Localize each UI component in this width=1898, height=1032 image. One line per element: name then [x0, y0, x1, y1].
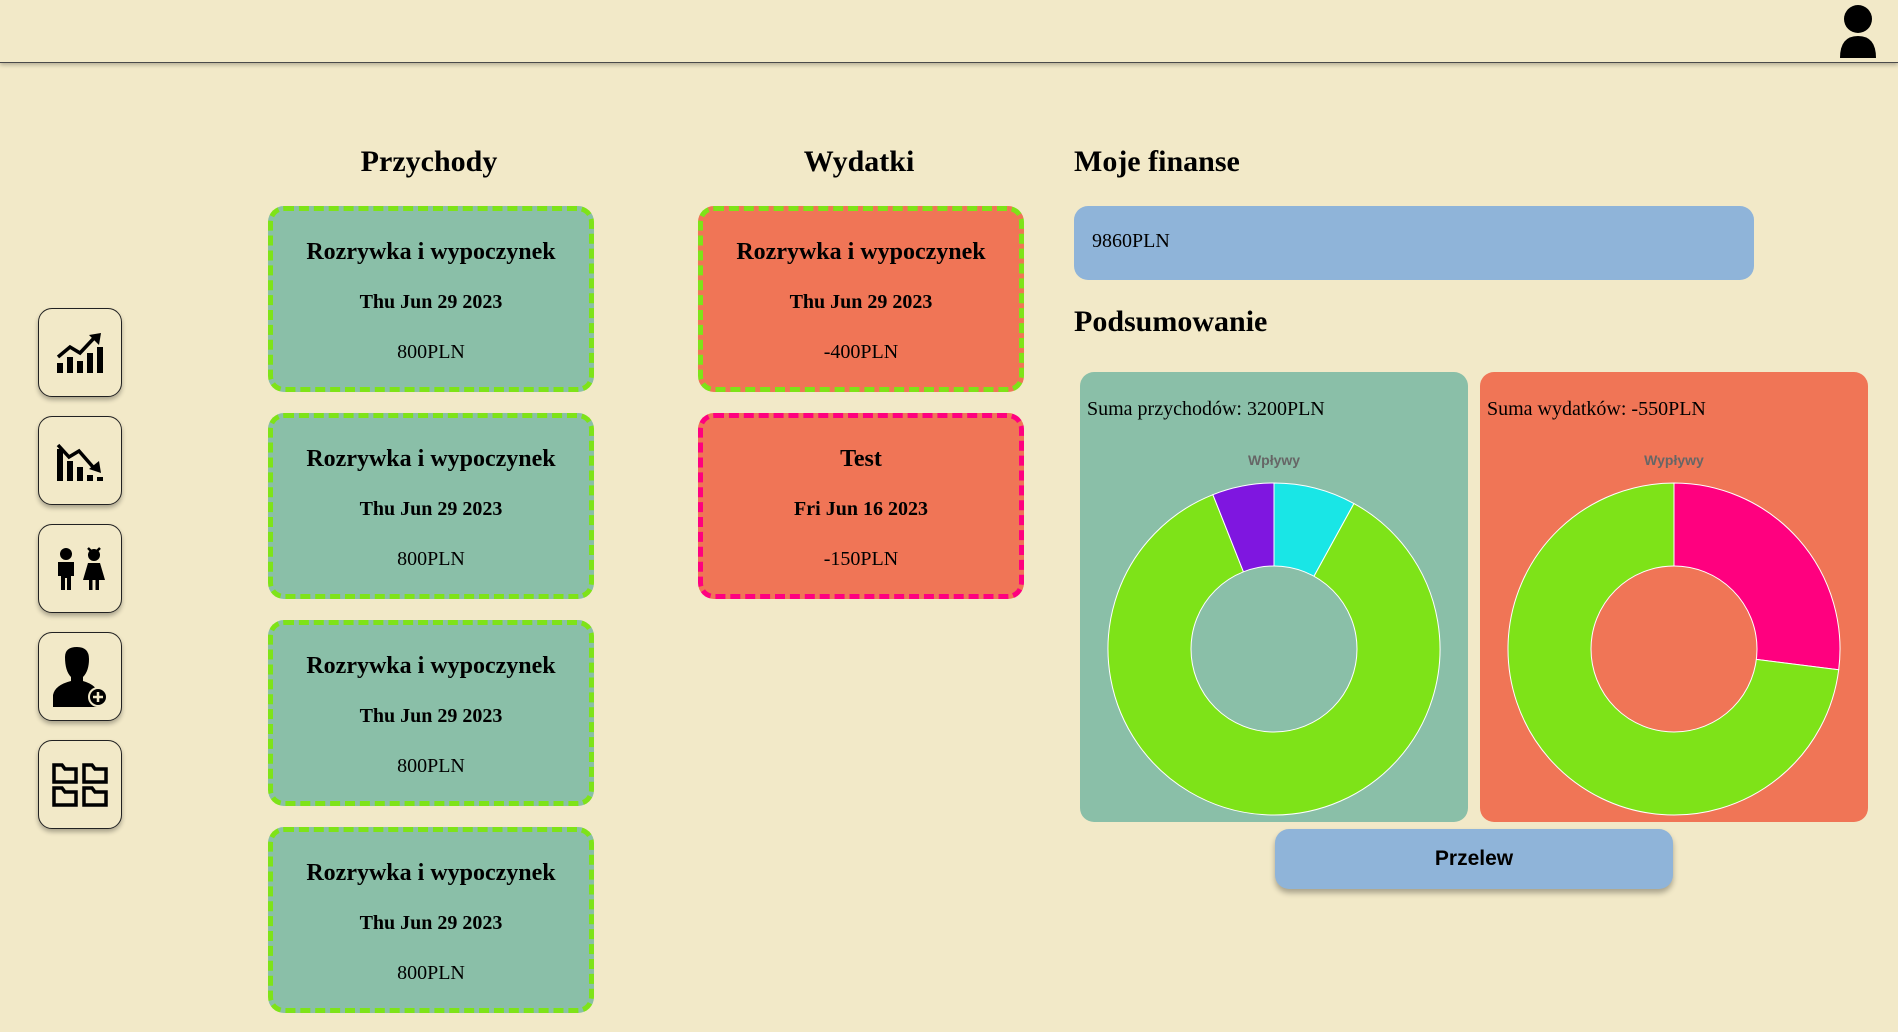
sidebar-item-income-chart[interactable]	[38, 308, 122, 397]
family-icon	[58, 546, 105, 590]
card-amount: -150PLN	[823, 548, 899, 570]
top-bar	[0, 0, 1898, 63]
card-amount: 800PLN	[397, 962, 465, 984]
card-date: Thu Jun 29 2023	[359, 291, 503, 313]
chart-down-icon	[56, 443, 103, 481]
card-amount: 800PLN	[397, 755, 465, 777]
sidebar-item-categories[interactable]	[38, 740, 122, 829]
chart-hole	[1190, 565, 1358, 733]
card-name: Rozrywka i wypoczynek	[736, 239, 986, 265]
card-amount: -400PLN	[823, 341, 899, 363]
user-add-icon	[53, 646, 108, 707]
folders-icon	[52, 762, 108, 807]
expense-summary-panel: Suma wydatków: -550PLN Wypływy	[1480, 372, 1868, 822]
card-name: Test	[840, 446, 882, 472]
balance-box: 9860PLN	[1074, 206, 1754, 280]
income-title: Przychody	[360, 145, 498, 178]
card-name: Rozrywka i wypoczynek	[306, 860, 556, 886]
income-sum: Suma przychodów: 3200PLN	[1087, 398, 1325, 420]
income-card[interactable]: Rozrywka i wypoczynek Thu Jun 29 2023 800P…	[268, 827, 594, 1013]
card-name: Rozrywka i wypoczynek	[306, 239, 556, 265]
sidebar-item-family[interactable]	[38, 524, 122, 613]
card-amount: 800PLN	[397, 548, 465, 570]
card-name: Rozrywka i wypoczynek	[306, 446, 556, 472]
card-amount: 800PLN	[397, 341, 465, 363]
income-card[interactable]: Rozrywka i wypoczynek Thu Jun 29 2023 800P…	[268, 620, 594, 806]
summary-title: Podsumowanie	[1074, 305, 1268, 338]
finances-title: Moje finanse	[1074, 145, 1240, 178]
income-chart-title: Wpływy	[1247, 452, 1301, 468]
card-date: Thu Jun 29 2023	[789, 291, 933, 313]
expense-card[interactable]: Rozrywka i wypoczynek Thu Jun 29 2023 -400…	[698, 206, 1024, 392]
expense-sum: Suma wydatków: -550PLN	[1487, 398, 1706, 420]
income-donut-chart[interactable]	[1107, 482, 1441, 816]
chart-up-icon	[56, 332, 103, 373]
sidebar-item-add-user[interactable]	[38, 632, 122, 721]
income-card[interactable]: Rozrywka i wypoczynek Thu Jun 29 2023 800P…	[268, 413, 594, 599]
transfer-button[interactable]: Przelew	[1275, 829, 1673, 889]
expense-card[interactable]: Test Fri Jun 16 2023 -150PLN	[698, 413, 1024, 599]
card-name: Rozrywka i wypoczynek	[306, 653, 556, 679]
card-date: Thu Jun 29 2023	[359, 498, 503, 520]
sidebar-item-expense-chart[interactable]	[38, 416, 122, 505]
user-avatar-icon[interactable]	[1836, 4, 1880, 58]
balance-value: 9860PLN	[1092, 230, 1170, 252]
expenses-title: Wydatki	[803, 145, 915, 178]
income-card[interactable]: Rozrywka i wypoczynek Thu Jun 29 2023 800P…	[268, 206, 594, 392]
income-summary-panel: Suma przychodów: 3200PLN Wpływy	[1080, 372, 1468, 822]
expense-donut-chart[interactable]	[1507, 482, 1841, 816]
card-date: Fri Jun 16 2023	[794, 498, 928, 520]
card-date: Thu Jun 29 2023	[359, 912, 503, 934]
chart-hole	[1590, 565, 1758, 733]
expense-chart-title: Wypływy	[1644, 452, 1704, 468]
card-date: Thu Jun 29 2023	[359, 705, 503, 727]
